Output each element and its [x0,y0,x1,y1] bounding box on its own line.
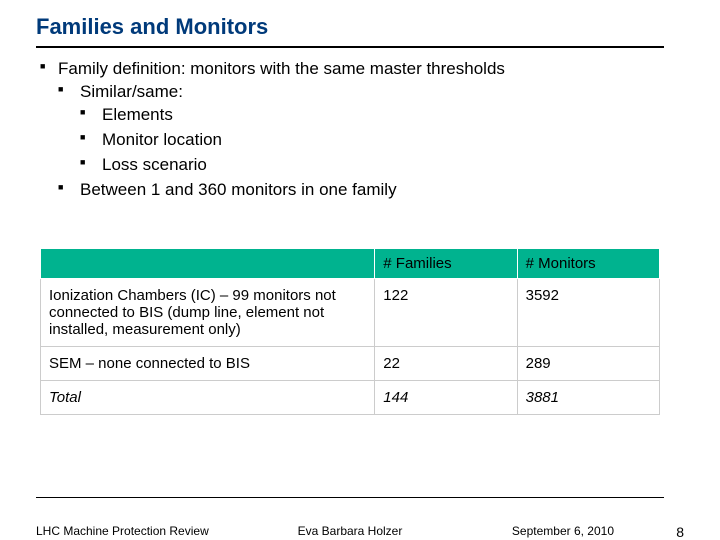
col-header [41,249,375,279]
data-table: # Families # Monitors Ionization Chamber… [40,248,660,415]
cell-monitors: 3592 [517,279,659,347]
bullet-text: Loss scenario [102,155,207,174]
cell-monitors: 3881 [517,381,659,415]
slide: Families and Monitors Family definition:… [0,0,720,540]
bullet-text: Elements [102,105,173,124]
bullet-text: Similar/same: [80,82,183,101]
bullet-text: Monitor location [102,130,222,149]
cell-families: 144 [375,381,517,415]
bullet-text: Between 1 and 360 monitors in one family [80,180,397,199]
col-header: # Families [375,249,517,279]
bullet-text: Family definition: monitors with the sam… [58,59,505,78]
col-header: # Monitors [517,249,659,279]
footer-right: September 6, 2010 [512,524,614,538]
title-divider [36,46,664,48]
table-row: SEM – none connected to BIS 22 289 [41,347,660,381]
bullet-l2: Similar/same: Elements Monitor location … [58,81,660,177]
cell-label: SEM – none connected to BIS [41,347,375,381]
footer-divider [36,497,664,498]
cell-label: Total [41,381,375,415]
bullet-l1: Family definition: monitors with the sam… [40,58,660,202]
cell-label: Ionization Chambers (IC) – 99 monitors n… [41,279,375,347]
bullet-l2: Between 1 and 360 monitors in one family [58,179,660,202]
table-row: Ionization Chambers (IC) – 99 monitors n… [41,279,660,347]
bullet-l3: Loss scenario [80,154,660,177]
cell-families: 122 [375,279,517,347]
slide-title: Families and Monitors [36,14,268,40]
page-number: 8 [676,524,684,540]
bullet-l3: Elements [80,104,660,127]
cell-families: 22 [375,347,517,381]
table-total-row: Total 144 3881 [41,381,660,415]
table-header-row: # Families # Monitors [41,249,660,279]
bullet-l3: Monitor location [80,129,660,152]
body-content: Family definition: monitors with the sam… [40,58,660,204]
cell-monitors: 289 [517,347,659,381]
